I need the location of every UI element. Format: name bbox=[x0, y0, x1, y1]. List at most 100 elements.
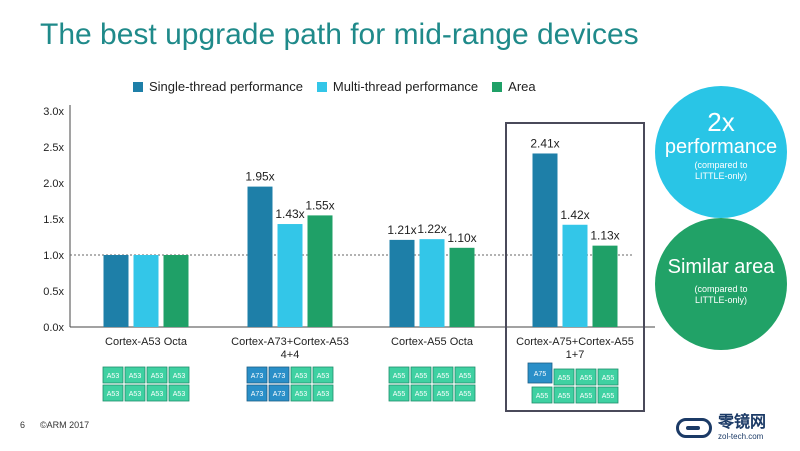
page-number: 6 bbox=[20, 420, 26, 430]
performance-callout: 2x performance (compared to LITTLE-only) bbox=[655, 86, 787, 218]
chart-legend: Single-thread performance Multi-thread p… bbox=[133, 79, 536, 94]
core-little bbox=[597, 368, 619, 386]
core-little bbox=[388, 384, 410, 402]
legend-label-single: Single-thread performance bbox=[149, 79, 303, 94]
core-little bbox=[124, 366, 146, 384]
performance-note-2: LITTLE-only) bbox=[694, 171, 747, 181]
core-label: A53 bbox=[317, 391, 330, 398]
core-little bbox=[432, 384, 454, 402]
data-label: 1.13x bbox=[590, 229, 619, 243]
core-label: A53 bbox=[151, 391, 164, 398]
core-big bbox=[527, 362, 553, 384]
bar bbox=[449, 247, 475, 327]
bar bbox=[592, 245, 618, 327]
performance-label: performance bbox=[664, 136, 778, 158]
category-label: Cortex-A75+Cortex-A55 bbox=[516, 336, 634, 348]
core-big bbox=[246, 366, 268, 384]
bar bbox=[247, 186, 273, 327]
core-little bbox=[124, 384, 146, 402]
core-label: A55 bbox=[558, 393, 571, 400]
core-little bbox=[168, 366, 190, 384]
area-callout: Similar area (compared to LITTLE-only) bbox=[655, 218, 787, 350]
legend-swatch-single bbox=[133, 81, 143, 92]
highlight-box bbox=[505, 122, 645, 412]
core-little bbox=[553, 368, 575, 386]
core-label: A55 bbox=[437, 391, 450, 398]
core-label: A55 bbox=[415, 373, 428, 380]
data-label: 1.43x bbox=[275, 207, 304, 221]
core-little bbox=[146, 366, 168, 384]
core-little bbox=[410, 366, 432, 384]
page-title: The best upgrade path for mid-range devi… bbox=[40, 18, 639, 51]
data-label: 2.41x bbox=[530, 136, 559, 150]
core-little bbox=[553, 386, 575, 404]
core-big bbox=[268, 384, 290, 402]
category-label: 1+7 bbox=[566, 349, 585, 361]
bar bbox=[307, 215, 333, 327]
bar bbox=[419, 239, 445, 327]
core-label: A53 bbox=[173, 373, 186, 380]
bar bbox=[562, 224, 588, 327]
core-label: A55 bbox=[602, 393, 615, 400]
core-little bbox=[410, 384, 432, 402]
data-label: 1.55x bbox=[305, 198, 334, 212]
core-little bbox=[168, 384, 190, 402]
core-little bbox=[146, 384, 168, 402]
area-note-2: LITTLE-only) bbox=[694, 295, 747, 305]
legend-label-area: Area bbox=[508, 79, 536, 94]
core-label: A55 bbox=[459, 373, 472, 380]
area-note-1: (compared to bbox=[694, 284, 748, 294]
core-little bbox=[290, 366, 312, 384]
logo-url: zol-tech.com bbox=[718, 432, 764, 441]
core-little bbox=[432, 366, 454, 384]
core-label: A53 bbox=[295, 373, 308, 380]
copyright: ©ARM 2017 bbox=[40, 420, 90, 430]
data-label: 1.95x bbox=[245, 170, 274, 184]
site-logo: 零镜网 zol-tech.com bbox=[676, 414, 766, 441]
core-label: A53 bbox=[295, 391, 308, 398]
legend-item-area: Area bbox=[492, 79, 536, 94]
data-label: 1.42x bbox=[560, 208, 589, 222]
core-little bbox=[454, 384, 476, 402]
core-little bbox=[454, 366, 476, 384]
core-little bbox=[388, 366, 410, 384]
core-label: A73 bbox=[251, 373, 264, 380]
core-label: A55 bbox=[558, 375, 571, 382]
core-little bbox=[312, 384, 334, 402]
category-label: Cortex-A55 Octa bbox=[391, 336, 474, 348]
logo-text: 零镜网 bbox=[718, 414, 767, 431]
legend-label-multi: Multi-thread performance bbox=[332, 79, 479, 94]
core-little bbox=[102, 384, 124, 402]
core-label: A55 bbox=[602, 375, 615, 382]
core-big bbox=[246, 384, 268, 402]
logo-mark-icon bbox=[676, 417, 712, 438]
core-little bbox=[312, 366, 334, 384]
data-label: 1.21x bbox=[387, 223, 416, 237]
core-label: A73 bbox=[273, 373, 286, 380]
y-tick-label: 2.5x bbox=[43, 142, 64, 154]
y-tick-label: 2.0x bbox=[43, 178, 64, 190]
core-label: A55 bbox=[459, 391, 472, 398]
core-little bbox=[102, 366, 124, 384]
core-label: A53 bbox=[129, 373, 142, 380]
core-label: A75 bbox=[534, 371, 547, 378]
core-label: A55 bbox=[415, 391, 428, 398]
y-tick-label: 1.0x bbox=[43, 250, 64, 262]
core-label: A53 bbox=[107, 391, 120, 398]
y-tick-label: 3.0x bbox=[43, 106, 64, 118]
core-label: A53 bbox=[129, 391, 142, 398]
core-little bbox=[575, 368, 597, 386]
performance-value: 2x bbox=[707, 107, 735, 137]
core-label: A53 bbox=[107, 373, 120, 380]
y-tick-label: 1.5x bbox=[43, 214, 64, 226]
y-tick-label: 0.0x bbox=[43, 322, 64, 334]
core-label: A55 bbox=[580, 393, 593, 400]
core-label: A55 bbox=[393, 373, 406, 380]
y-tick-label: 0.5x bbox=[43, 286, 64, 298]
legend-item-multi: Multi-thread performance bbox=[316, 79, 479, 94]
core-label: A55 bbox=[437, 373, 450, 380]
legend-swatch-multi bbox=[316, 81, 327, 92]
bar bbox=[277, 224, 303, 327]
category-label: 4+4 bbox=[281, 349, 300, 361]
